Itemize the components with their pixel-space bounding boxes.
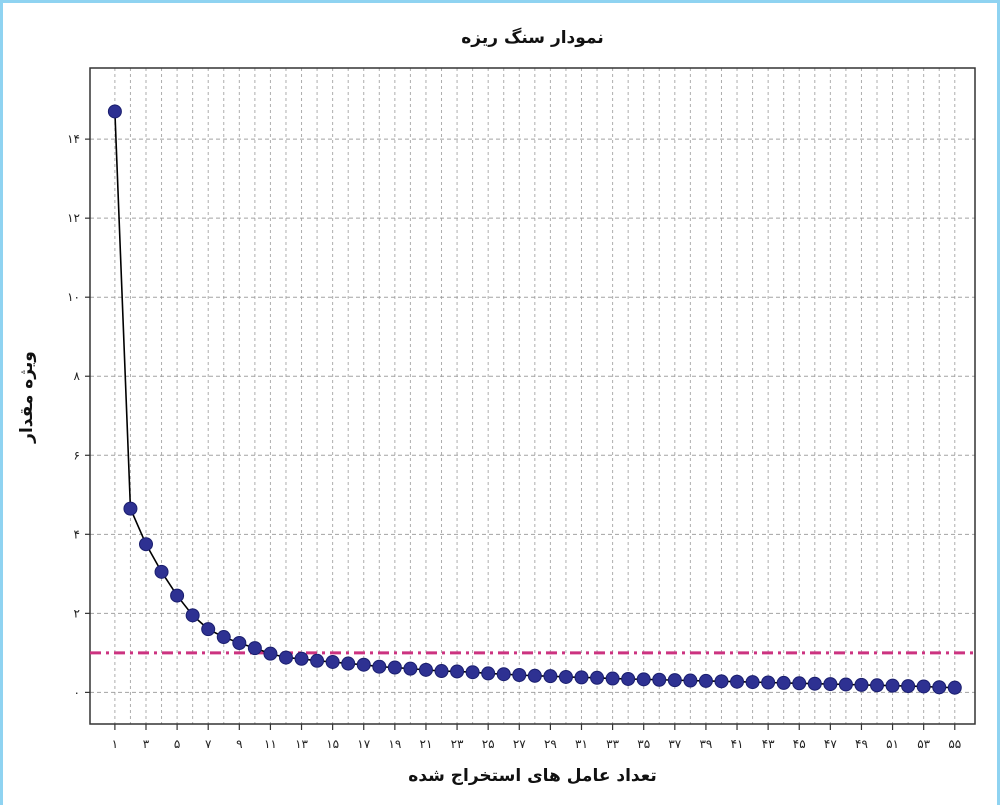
x-tick-label: ۹ — [236, 737, 242, 751]
data-point — [590, 670, 605, 685]
data-point — [776, 675, 791, 690]
y-tick-label: ۲ — [74, 606, 80, 620]
data-point — [621, 671, 636, 686]
data-point — [263, 646, 278, 661]
data-point — [496, 667, 511, 682]
data-point — [325, 654, 340, 669]
data-point — [418, 662, 433, 677]
x-tick-label: ۳ — [143, 737, 150, 751]
data-point — [465, 665, 480, 680]
data-point — [885, 678, 900, 693]
data-point — [450, 664, 465, 679]
x-tick-label: ۳۷ — [668, 737, 681, 751]
x-tick-label: ۵۵ — [948, 737, 961, 751]
x-tick-label: ۱۳ — [295, 737, 308, 751]
x-tick-label: ۲۱ — [420, 737, 433, 751]
data-point — [901, 679, 916, 694]
x-tick-label: ۳۵ — [637, 737, 650, 751]
data-point — [154, 564, 169, 579]
y-tick-label: ۱۰ — [67, 290, 80, 304]
x-tick-label: ۳۱ — [575, 737, 588, 751]
data-point — [543, 669, 558, 684]
x-tick-label: ۴۵ — [793, 737, 806, 751]
x-tick-label: ۴۱ — [731, 737, 744, 751]
x-tick-label: ۱۷ — [357, 737, 370, 751]
x-tick-label: ۷ — [205, 737, 212, 751]
data-point — [185, 608, 200, 623]
x-tick-label: ۲۷ — [513, 737, 526, 751]
data-point — [823, 677, 838, 692]
data-point — [512, 667, 527, 682]
data-point — [807, 676, 822, 691]
data-point — [341, 656, 356, 671]
data-point — [947, 680, 962, 695]
y-tick-label: ۸ — [74, 369, 81, 383]
data-point — [387, 660, 402, 675]
x-tick-label: ۵ — [174, 737, 180, 751]
data-point — [356, 657, 371, 672]
data-point — [107, 104, 122, 119]
data-point — [123, 501, 138, 516]
data-point — [605, 671, 620, 686]
data-point — [652, 672, 667, 687]
x-axis-title: تعداد عامل های استخراج شده — [408, 766, 657, 786]
data-point — [403, 661, 418, 676]
y-tick-label: ۰ — [74, 685, 80, 699]
x-tick-label: ۳۹ — [699, 737, 712, 751]
data-point — [916, 679, 931, 694]
x-tick-label: ۵۳ — [917, 737, 930, 751]
data-point — [854, 677, 869, 692]
y-tick-label: ۱۴ — [67, 132, 80, 146]
data-point — [932, 680, 947, 695]
x-tick-label: ۴۹ — [855, 737, 868, 751]
data-point — [667, 673, 682, 688]
data-point — [745, 675, 760, 690]
y-tick-label: ۴ — [74, 527, 80, 541]
data-point — [232, 635, 247, 650]
x-tick-label: ۴۳ — [762, 737, 775, 751]
y-tick-label: ۶ — [74, 448, 80, 462]
data-point — [870, 678, 885, 693]
data-point — [558, 669, 573, 684]
data-point — [216, 630, 231, 645]
data-point — [170, 588, 185, 603]
x-tick-label: ۲۳ — [451, 737, 464, 751]
data-point — [372, 659, 387, 674]
x-tick-label: ۴۷ — [824, 737, 837, 751]
data-point — [201, 622, 216, 637]
data-point — [792, 676, 807, 691]
x-tick-label: ۲۹ — [544, 737, 557, 751]
data-point — [683, 673, 698, 688]
data-point — [294, 651, 309, 666]
x-tick-label: ۳۳ — [606, 737, 619, 751]
x-tick-label: ۵۱ — [886, 737, 899, 751]
data-point — [698, 673, 713, 688]
data-point — [838, 677, 853, 692]
x-tick-label: ۱۵ — [326, 737, 339, 751]
data-point — [527, 668, 542, 683]
data-point — [310, 653, 325, 668]
data-point — [714, 674, 729, 689]
plot-area-border — [89, 67, 976, 725]
x-tick-label: ۱ — [112, 737, 118, 751]
x-tick-label: ۲۵ — [482, 737, 495, 751]
data-point — [730, 674, 745, 689]
chart-title: نمودار سنگ ریزه — [461, 28, 604, 48]
data-point — [636, 672, 651, 687]
x-tick-label: ۱۹ — [388, 737, 401, 751]
y-tick-label: ۱۲ — [67, 211, 80, 225]
x-tick-label: ۱۱ — [264, 737, 277, 751]
data-point — [278, 650, 293, 665]
data-point — [574, 670, 589, 685]
data-point — [481, 666, 496, 681]
data-point — [138, 537, 153, 552]
data-point — [761, 675, 776, 690]
data-point — [247, 641, 262, 656]
data-point — [434, 664, 449, 679]
